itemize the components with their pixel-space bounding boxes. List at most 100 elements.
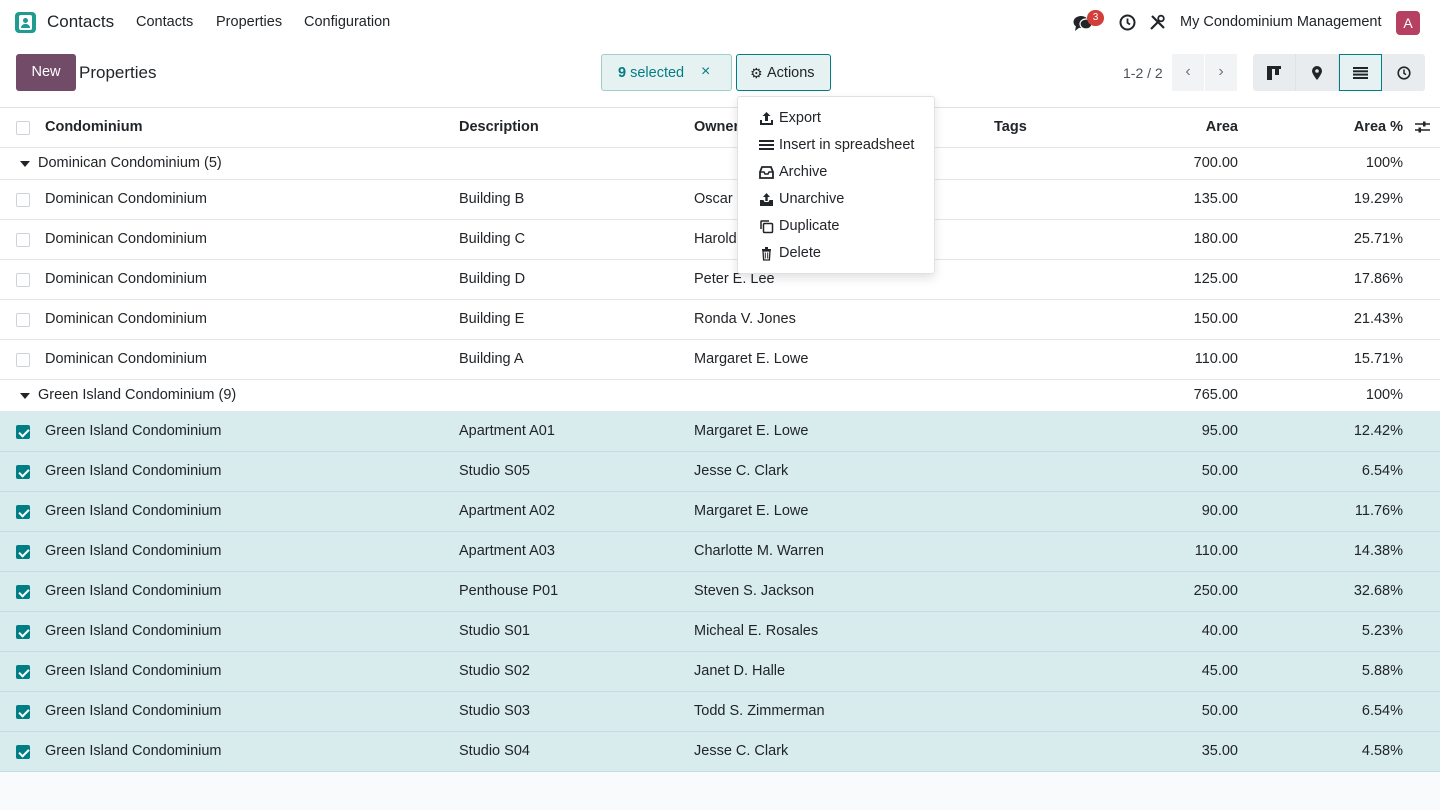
map-pin-icon: [1312, 65, 1322, 80]
cell-area: 110.00: [1194, 351, 1238, 367]
row-checkbox[interactable]: [16, 545, 30, 559]
group-row[interactable]: Dominican Condominium (5) 700.00 100%: [0, 148, 1440, 180]
user-avatar[interactable]: A: [1396, 11, 1420, 35]
column-area[interactable]: Area: [1205, 119, 1238, 135]
column-area-percent[interactable]: Area %: [1353, 119, 1403, 135]
action-export[interactable]: Export: [738, 105, 934, 132]
cell-description: Building C: [459, 231, 526, 247]
table-row[interactable]: Green Island Condominium Studio S02 Janet …: [0, 652, 1440, 692]
group-label: Dominican Condominium (5): [38, 155, 222, 171]
column-tags[interactable]: Tags: [994, 119, 1027, 135]
cell-description: Studio S05: [459, 463, 530, 479]
selected-count: 9: [618, 65, 627, 81]
cell-owner: Ronda V. Jones: [694, 311, 796, 327]
cell-owner: Oscar: [694, 191, 733, 207]
table-row[interactable]: Green Island Condominium Apartment A01 Mar…: [0, 412, 1440, 452]
table-row[interactable]: Green Island Condominium Apartment A03 Cha…: [0, 532, 1440, 572]
table-row[interactable]: Dominican Condominium Building A Margaret …: [0, 340, 1440, 380]
row-checkbox[interactable]: [16, 745, 30, 759]
group-label: Green Island Condominium (9): [38, 387, 237, 403]
group-area-percent-total: 100%: [1365, 155, 1403, 171]
cell-area: 150.00: [1193, 311, 1238, 327]
column-description[interactable]: Description: [459, 119, 539, 135]
row-checkbox[interactable]: [16, 233, 30, 247]
table-row[interactable]: Dominican Condominium Building C Harold 180…: [0, 220, 1440, 260]
cell-area-percent: 17.86%: [1353, 271, 1403, 287]
column-owner[interactable]: Owner: [694, 119, 740, 135]
row-checkbox[interactable]: [16, 665, 30, 679]
pager-next-button[interactable]: ›: [1205, 54, 1237, 91]
cell-owner: Peter E. Lee: [694, 271, 775, 287]
contacts-app-icon[interactable]: [15, 12, 36, 33]
menu-properties[interactable]: Properties: [216, 14, 283, 30]
menu-configuration[interactable]: Configuration: [304, 14, 391, 30]
table-row[interactable]: Dominican Condominium Building B Oscar 135.…: [0, 180, 1440, 220]
table-row[interactable]: Dominican Condominium Building D Peter E. …: [0, 260, 1440, 300]
table-row[interactable]: Dominican Condominium Building E Ronda V. …: [0, 300, 1440, 340]
cell-area-percent: 25.71%: [1353, 231, 1403, 247]
cell-owner: Harold: [694, 231, 737, 247]
action-insert-in-spreadsheet[interactable]: Insert in spreadsheet: [738, 132, 934, 159]
breadcrumb: Properties: [79, 63, 157, 82]
table-row[interactable]: Green Island Condominium Studio S04 Jesse …: [0, 732, 1440, 772]
list-view-button[interactable]: [1339, 54, 1382, 91]
kanban-view-button[interactable]: [1253, 54, 1296, 91]
action-archive[interactable]: Archive: [738, 159, 934, 186]
cell-description: Studio S03: [459, 703, 530, 719]
cell-owner: Janet D. Halle: [694, 663, 786, 679]
company-switcher[interactable]: My Condominium Management: [1180, 14, 1382, 30]
activity-clock-icon[interactable]: [1119, 14, 1136, 31]
cell-area: 180.00: [1193, 231, 1238, 247]
pager-previous-button[interactable]: ‹: [1172, 54, 1204, 91]
select-all-checkbox[interactable]: [16, 121, 30, 135]
clear-selection-icon[interactable]: ×: [701, 63, 711, 80]
table-row[interactable]: Green Island Condominium Apartment A02 Mar…: [0, 492, 1440, 532]
cell-condominium: Green Island Condominium: [45, 463, 222, 479]
row-checkbox[interactable]: [16, 273, 30, 287]
cell-area-percent: 12.42%: [1353, 423, 1403, 439]
map-view-button[interactable]: [1296, 54, 1339, 91]
menu-contacts[interactable]: Contacts: [136, 14, 194, 30]
duplicate-icon: [760, 220, 774, 234]
action-duplicate[interactable]: Duplicate: [738, 213, 934, 240]
export-icon: [760, 112, 773, 125]
caret-down-icon[interactable]: [20, 161, 30, 167]
actions-button[interactable]: ⚙ Actions: [736, 54, 831, 91]
cell-area: 110.00: [1194, 543, 1238, 559]
action-delete[interactable]: Delete: [738, 240, 934, 267]
pager-value[interactable]: 1-2 / 2: [1123, 65, 1163, 81]
list-icon: [1353, 66, 1368, 79]
group-row[interactable]: Green Island Condominium (9) 765.00 100%: [0, 380, 1440, 412]
row-checkbox[interactable]: [16, 425, 30, 439]
list-table: Condominium Description Owner Tags Area …: [0, 108, 1440, 772]
row-checkbox[interactable]: [16, 313, 30, 327]
row-checkbox[interactable]: [16, 505, 30, 519]
row-checkbox[interactable]: [16, 625, 30, 639]
cell-area: 250.00: [1193, 583, 1238, 599]
caret-down-icon[interactable]: [20, 393, 30, 399]
messages-count-badge: 3: [1087, 10, 1104, 26]
cell-owner: Margaret E. Lowe: [694, 423, 809, 439]
action-unarchive[interactable]: Unarchive: [738, 186, 934, 213]
table-row[interactable]: Green Island Condominium Penthouse P01 Ste…: [0, 572, 1440, 612]
table-row[interactable]: Green Island Condominium Studio S01 Michea…: [0, 612, 1440, 652]
cell-area: 90.00: [1201, 503, 1238, 519]
row-checkbox[interactable]: [16, 705, 30, 719]
optional-columns-icon[interactable]: [1415, 120, 1430, 134]
tools-icon[interactable]: [1149, 14, 1166, 31]
actions-label: Actions: [767, 65, 815, 81]
app-name[interactable]: Contacts: [47, 12, 115, 31]
activity-view-button[interactable]: [1382, 54, 1425, 91]
column-condominium[interactable]: Condominium: [45, 119, 143, 135]
table-row[interactable]: Green Island Condominium Studio S03 Todd S…: [0, 692, 1440, 732]
row-checkbox[interactable]: [16, 193, 30, 207]
row-checkbox[interactable]: [16, 585, 30, 599]
cell-description: Apartment A03: [459, 543, 555, 559]
row-checkbox[interactable]: [16, 465, 30, 479]
row-checkbox[interactable]: [16, 353, 30, 367]
cell-area-percent: 6.54%: [1361, 463, 1403, 479]
view-switcher: [1253, 54, 1425, 91]
archive-icon: [759, 166, 774, 179]
table-row[interactable]: Green Island Condominium Studio S05 Jesse …: [0, 452, 1440, 492]
new-button[interactable]: New: [16, 54, 76, 91]
